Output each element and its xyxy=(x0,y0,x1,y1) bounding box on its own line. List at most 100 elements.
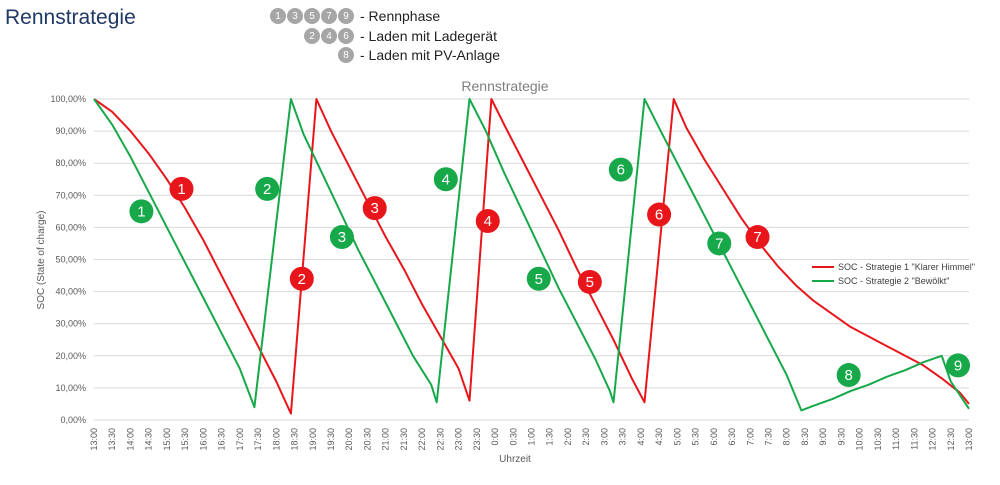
phase-marker-circle xyxy=(255,176,280,201)
y-tick-label: 10,00% xyxy=(55,383,86,393)
x-tick-label: 15:30 xyxy=(180,428,190,451)
phase-number-badge: 4 xyxy=(321,28,337,44)
phase-marker: 4 xyxy=(433,167,458,192)
phase-marker-circle xyxy=(169,176,194,201)
phase-marker-circle xyxy=(608,157,633,182)
x-tick-label: 0:30 xyxy=(508,428,518,446)
x-axis-ticks: 13:00 13:30 14:00 14:30 15:00 15:30 16:00 16:30… xyxy=(89,428,974,451)
x-tick-label: 14:00 xyxy=(125,428,135,451)
legend-entry: SOC - Strategie 1 "Klarer Himmel" xyxy=(838,262,975,272)
y-axis-ticks: 0,00% 10,00% 20,00% 30,00% 40,00% 50,00% 60,00… xyxy=(50,94,86,425)
phase-marker: 7 xyxy=(707,231,732,256)
legend-entry: SOC - Strategie 2 "Bewölkt" xyxy=(838,276,949,286)
x-tick-label: 13:30 xyxy=(107,428,117,451)
phase-number-badge: 3 xyxy=(287,8,303,24)
phase-marker: 7 xyxy=(745,225,770,250)
phase-marker-circle xyxy=(362,196,387,221)
x-tick-label: 10:00 xyxy=(855,428,865,451)
y-tick-label: 60,00% xyxy=(55,222,86,232)
phase-marker: 6 xyxy=(647,202,672,227)
x-tick-label: 23:00 xyxy=(454,428,464,451)
phase-number-badge: 1 xyxy=(270,8,286,24)
phase-marker-label: 9 xyxy=(954,357,962,374)
x-tick-label: 1:00 xyxy=(527,428,537,446)
phase-marker: 5 xyxy=(526,266,551,291)
phase-key-label: - Laden mit Ladegerät xyxy=(360,28,497,44)
phase-marker: 2 xyxy=(289,266,314,291)
phase-marker: 4 xyxy=(475,208,500,233)
phase-marker-label: 4 xyxy=(484,213,492,230)
phase-marker: 8 xyxy=(836,363,861,388)
x-tick-label: 6:00 xyxy=(709,428,719,446)
x-tick-label: 22:30 xyxy=(435,428,445,451)
x-tick-label: 18:00 xyxy=(271,428,281,451)
phase-marker: 6 xyxy=(608,157,633,182)
phase-marker-circle xyxy=(129,199,154,224)
y-tick-label: 30,00% xyxy=(55,319,86,329)
y-tick-label: 80,00% xyxy=(55,158,86,168)
y-tick-label: 0,00% xyxy=(60,415,86,425)
phase-key-label: - Rennphase xyxy=(360,8,441,24)
series-legend: SOC - Strategie 1 "Klarer Himmel" SOC - S… xyxy=(812,262,975,286)
x-tick-label: 5:30 xyxy=(691,428,701,446)
x-tick-label: 16:30 xyxy=(217,428,227,451)
phase-marker-circle xyxy=(329,225,354,250)
series-line xyxy=(93,98,970,412)
x-tick-label: 13:00 xyxy=(89,428,99,451)
x-tick-label: 13:00 xyxy=(964,428,974,451)
x-tick-label: 10:30 xyxy=(873,428,883,451)
phase-marker-circle xyxy=(577,269,602,294)
phase-marker-circle xyxy=(433,167,458,192)
x-tick-label: 4:30 xyxy=(654,428,664,446)
x-tick-label: 14:30 xyxy=(144,428,154,451)
x-tick-label: 19:00 xyxy=(308,428,318,451)
phase-marker-circle xyxy=(836,363,861,388)
phase-marker-circle xyxy=(475,208,500,233)
phase-markers: 1 1 2 2 3 3 4 4 5 5 6 6 7 7 8 9 xyxy=(129,157,971,388)
y-tick-label: 40,00% xyxy=(55,287,86,297)
phase-number-badge: 5 xyxy=(304,8,320,24)
phase-marker: 1 xyxy=(169,176,194,201)
phase-number-badge: 8 xyxy=(338,47,354,63)
phase-marker-label: 3 xyxy=(338,229,346,246)
x-tick-label: 4:00 xyxy=(636,428,646,446)
x-tick-label: 11:30 xyxy=(909,428,919,450)
y-tick-label: 90,00% xyxy=(55,126,86,136)
phase-marker-circle xyxy=(745,225,770,250)
y-tick-label: 50,00% xyxy=(55,255,86,265)
x-tick-label: 8:00 xyxy=(782,428,792,446)
x-tick-label: 3:30 xyxy=(618,428,628,446)
phase-marker-label: 2 xyxy=(298,271,306,288)
x-tick-label: 3:00 xyxy=(599,428,609,446)
x-tick-label: 12:30 xyxy=(946,428,956,451)
x-tick-label: 6:30 xyxy=(727,428,737,446)
phase-marker: 9 xyxy=(946,353,971,378)
x-tick-label: 16:00 xyxy=(198,428,208,451)
x-tick-label: 17:30 xyxy=(253,428,263,451)
x-tick-label: 9:00 xyxy=(818,428,828,446)
phase-marker-label: 5 xyxy=(586,274,594,291)
x-tick-label: 15:00 xyxy=(162,428,172,451)
x-tick-label: 23:30 xyxy=(472,428,482,451)
series-line xyxy=(93,98,970,415)
y-tick-label: 70,00% xyxy=(55,190,86,200)
phase-marker-label: 1 xyxy=(137,203,145,220)
x-tick-label: 2:00 xyxy=(563,428,573,446)
phase-number-badge: 6 xyxy=(338,28,354,44)
phase-marker-circle xyxy=(707,231,732,256)
y-axis-title: SOC (State of charge) xyxy=(36,211,47,310)
phase-key-label: - Laden mit PV-Anlage xyxy=(360,47,501,63)
x-tick-label: 20:00 xyxy=(344,428,354,451)
x-tick-label: 22:00 xyxy=(417,428,427,451)
phase-marker-label: 7 xyxy=(753,229,761,246)
phase-marker-label: 4 xyxy=(442,171,450,188)
phase-number-circles: 8 xyxy=(338,47,354,63)
x-tick-label: 17:00 xyxy=(235,428,245,451)
phase-marker: 2 xyxy=(255,176,280,201)
phase-marker-label: 1 xyxy=(177,181,185,198)
x-tick-label: 11:00 xyxy=(891,428,901,450)
